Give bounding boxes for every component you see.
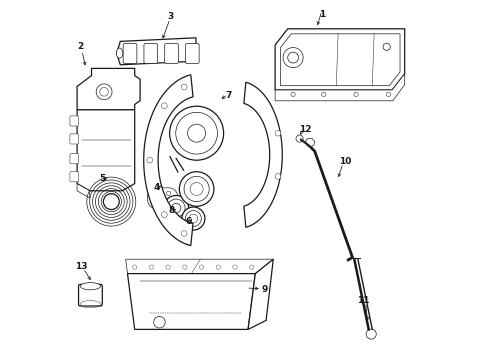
- Text: 1: 1: [318, 10, 325, 19]
- FancyBboxPatch shape: [70, 134, 79, 144]
- FancyBboxPatch shape: [79, 284, 102, 306]
- FancyBboxPatch shape: [185, 44, 199, 63]
- Polygon shape: [125, 259, 273, 274]
- Circle shape: [283, 48, 303, 68]
- Circle shape: [366, 329, 375, 339]
- Circle shape: [275, 130, 280, 136]
- Text: 10: 10: [338, 157, 351, 166]
- Circle shape: [182, 207, 204, 230]
- Text: 3: 3: [167, 12, 173, 21]
- Text: 5: 5: [99, 174, 105, 183]
- Circle shape: [103, 194, 119, 210]
- FancyBboxPatch shape: [70, 116, 79, 126]
- Circle shape: [146, 157, 152, 163]
- Circle shape: [179, 172, 213, 206]
- Text: 2: 2: [78, 42, 83, 51]
- FancyBboxPatch shape: [70, 172, 79, 182]
- Text: 8: 8: [168, 206, 175, 215]
- Circle shape: [156, 185, 161, 189]
- Circle shape: [163, 195, 188, 221]
- Circle shape: [161, 103, 167, 109]
- Polygon shape: [77, 184, 89, 198]
- Ellipse shape: [80, 283, 101, 290]
- Polygon shape: [117, 38, 196, 65]
- Ellipse shape: [116, 48, 122, 58]
- Circle shape: [163, 202, 167, 206]
- Circle shape: [161, 212, 167, 217]
- FancyBboxPatch shape: [164, 44, 178, 63]
- Polygon shape: [127, 274, 255, 329]
- Text: 13: 13: [75, 262, 88, 271]
- FancyBboxPatch shape: [70, 154, 79, 164]
- Polygon shape: [143, 75, 193, 246]
- FancyBboxPatch shape: [123, 44, 137, 63]
- Text: 12: 12: [299, 125, 311, 134]
- Text: 6: 6: [185, 217, 191, 226]
- Text: 7: 7: [224, 91, 231, 100]
- Circle shape: [169, 106, 223, 160]
- Polygon shape: [147, 184, 178, 208]
- Polygon shape: [77, 110, 134, 191]
- Circle shape: [181, 84, 186, 90]
- Circle shape: [181, 230, 186, 236]
- Polygon shape: [247, 259, 273, 329]
- Circle shape: [166, 191, 170, 195]
- Polygon shape: [244, 82, 282, 227]
- Polygon shape: [275, 74, 404, 101]
- Text: 9: 9: [261, 285, 267, 294]
- FancyBboxPatch shape: [143, 44, 157, 63]
- Polygon shape: [275, 29, 404, 90]
- Polygon shape: [77, 68, 140, 110]
- Circle shape: [275, 174, 280, 179]
- Text: 11: 11: [356, 296, 369, 305]
- Circle shape: [152, 199, 157, 204]
- Text: 4: 4: [153, 183, 159, 192]
